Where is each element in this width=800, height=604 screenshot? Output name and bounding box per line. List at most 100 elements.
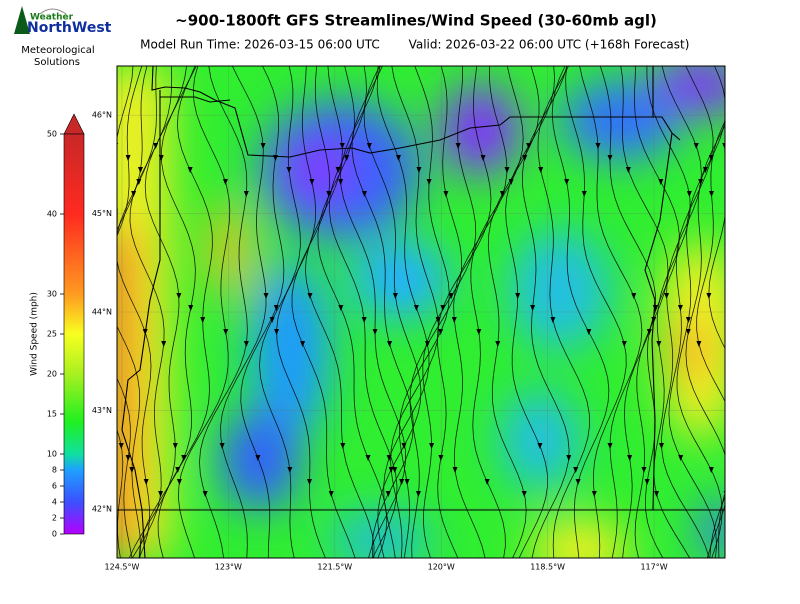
streamline-arrow (696, 341, 702, 347)
colorbar (63, 133, 85, 535)
streamline-arrow (495, 341, 501, 347)
streamline-arrow (161, 341, 167, 347)
streamline-arrow (452, 467, 458, 473)
streamline (340, 66, 406, 558)
axis-labels: 124.5°W 123°W 121.5°W 120°W 118.5°W 117°W 42°N… (92, 111, 668, 572)
streamline (291, 66, 356, 558)
streamline (351, 66, 414, 558)
streamline (565, 66, 627, 558)
streamline-arrow (260, 143, 266, 149)
streamline-arrow (591, 491, 597, 497)
streamline-arrow (176, 293, 182, 299)
streamline-arrow (440, 305, 446, 311)
streamlines (111, 66, 725, 558)
colorbar-tick-label: 6 (52, 482, 57, 491)
streamline-arrow (607, 155, 613, 161)
streamline-arrow (125, 455, 131, 461)
streamline-arrow (641, 467, 647, 473)
colorbar-tick-label: 4 (52, 498, 57, 507)
streamline (117, 66, 143, 558)
streamline-arrow (499, 191, 505, 197)
colorbar-tick-label: 2 (52, 514, 57, 523)
streamline-arrow (455, 143, 461, 149)
logo-caption: Meteorological (21, 45, 94, 56)
streamline-arrow (416, 167, 422, 173)
streamline-arrow (309, 179, 315, 185)
streamline-arrow (255, 455, 261, 461)
streamline (276, 66, 326, 558)
streamline-arrow (413, 305, 419, 311)
streamline-arrow (451, 317, 457, 323)
streamline-arrow (243, 341, 249, 347)
y-tick-label: 45°N (92, 209, 112, 218)
streamline-arrow (187, 167, 193, 173)
logo-caption: Solutions (34, 57, 80, 68)
streamline-arrow (300, 341, 306, 347)
streamline-arrow (286, 167, 292, 173)
streamline-arrow (476, 329, 482, 335)
streamline (177, 66, 231, 558)
streamline-arrow (385, 491, 391, 497)
streamline (117, 66, 134, 558)
streamline-arrow (504, 167, 510, 173)
streamline-arrow (722, 143, 725, 149)
streamline-arrow (678, 455, 684, 461)
streamline-arrow (392, 293, 398, 299)
x-tick-label: 121.5°W (317, 563, 352, 572)
logo-brand-top: Weather (30, 13, 74, 23)
streamline (328, 66, 398, 558)
streamline-arrow (392, 467, 398, 473)
streamline-arrow (399, 479, 405, 485)
streamline-arrow (522, 155, 528, 161)
streamline-arrow (143, 479, 149, 485)
streamline-arrow (480, 155, 486, 161)
streamline-arrow (521, 491, 527, 497)
streamline-arrow (137, 167, 143, 173)
colorbar-tick-label: 0 (52, 530, 57, 539)
streamline-arrow (566, 455, 572, 461)
streamline-arrow (223, 329, 229, 335)
y-tick-label: 43°N (92, 406, 112, 415)
streamline-arrow (573, 467, 579, 473)
x-tick-label: 117°W (640, 563, 667, 572)
map-frame (116, 65, 726, 559)
streamline-arrow (537, 443, 543, 449)
streamline-arrow (627, 455, 633, 461)
streamline-arrow (306, 479, 312, 485)
streamline-arrow (448, 293, 454, 299)
streamline (220, 66, 267, 558)
streamline (117, 66, 157, 558)
colorbar-tick-label: 25 (47, 330, 57, 339)
y-tick-label: 42°N (92, 504, 112, 513)
streamline-arrow (339, 143, 345, 149)
streamline-arrow (188, 305, 194, 311)
y-tick-label: 46°N (92, 111, 112, 120)
streamline-arrow (575, 479, 581, 485)
streamline-arrow (269, 317, 275, 323)
streamline-arrow (361, 191, 367, 197)
streamline (157, 66, 213, 558)
colorbar-tick-label: 8 (52, 466, 57, 475)
streamline-arrow (401, 443, 407, 449)
streamline-arrow (484, 479, 490, 485)
streamline-arrow (175, 467, 181, 473)
streamline (537, 66, 590, 558)
x-tick-label: 120°W (428, 563, 455, 572)
streamline-arrow (677, 305, 683, 311)
streamline-arrow (328, 491, 334, 497)
streamline-arrow (243, 191, 249, 197)
streamline-arrow (581, 191, 587, 197)
streamline-arrow (685, 329, 691, 335)
streamline-arrow (136, 179, 142, 185)
streamline-arrow (111, 317, 116, 323)
streamline-arrow (530, 305, 536, 311)
streamline-arrow (404, 479, 410, 485)
streamline-arrow (200, 317, 206, 323)
colorbar-tick-label: 30 (47, 290, 57, 299)
streamline (661, 66, 710, 558)
wind-field (111, 66, 725, 558)
streamline-arrow (263, 293, 269, 299)
streamline (422, 66, 477, 558)
colorbar-extend (63, 113, 85, 135)
streamline-arrow (664, 293, 670, 299)
